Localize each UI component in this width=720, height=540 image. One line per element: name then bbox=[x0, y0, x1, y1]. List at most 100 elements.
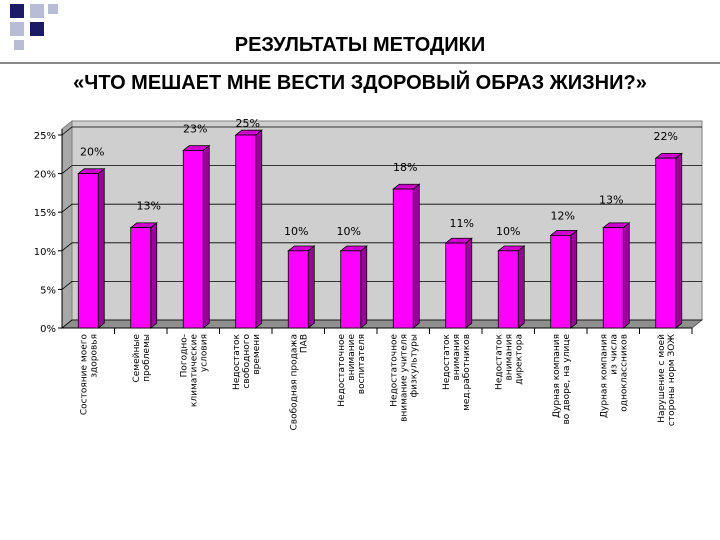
data-label: 11% bbox=[450, 217, 474, 230]
x-tick-label-line: Недостаточное bbox=[337, 334, 347, 407]
bar bbox=[235, 134, 257, 329]
x-tick-label-line: мед.работников bbox=[462, 334, 472, 411]
x-tick-label: Недостаточное внимание учителя физкультуры bbox=[389, 334, 419, 422]
x-tick-label-line: Дурная компания bbox=[599, 334, 609, 418]
x-tick-label-line: одноклассников bbox=[619, 334, 629, 412]
bar bbox=[445, 242, 467, 329]
x-tick-label: Дурная компания во дворе, на улице bbox=[552, 334, 572, 425]
x-tick-label-line: здоровья bbox=[89, 334, 99, 378]
x-tick-label-line: внимание учителя bbox=[399, 334, 409, 422]
x-tick-label-line: директора bbox=[514, 334, 524, 385]
plot-side-wall bbox=[61, 119, 73, 330]
bar bbox=[130, 227, 152, 329]
deco-square bbox=[30, 4, 44, 18]
data-label: 10% bbox=[284, 225, 308, 238]
bar-side bbox=[412, 183, 420, 329]
x-tick-label-line: Недостаточное bbox=[389, 334, 399, 407]
x-tick-label-line: во дворе, на улице bbox=[562, 334, 572, 425]
gridline bbox=[61, 126, 702, 136]
y-tick-label: 0% bbox=[40, 324, 56, 335]
bar-side bbox=[570, 229, 578, 329]
x-tick-label-line: Нарушение с моей bbox=[657, 334, 667, 423]
data-label: 10% bbox=[337, 225, 361, 238]
data-label: 22% bbox=[654, 130, 678, 143]
bar bbox=[340, 250, 362, 329]
deco-square bbox=[48, 4, 58, 14]
bar bbox=[287, 250, 309, 329]
page-subtitle: «ЧТО МЕШАЕТ МНЕ ВЕСТИ ЗДОРОВЫЙ ОБРАЗ ЖИЗ… bbox=[73, 72, 647, 94]
x-tick-label-line: воспитателя bbox=[357, 334, 367, 394]
bar-side bbox=[255, 129, 263, 329]
data-label: 23% bbox=[183, 122, 207, 135]
x-tick-label-line: Погодно- bbox=[179, 334, 189, 377]
page-title: РЕЗУЛЬТАТЫ МЕТОДИКИ bbox=[234, 34, 486, 56]
data-label: 13% bbox=[599, 194, 623, 207]
x-tick-label: Недостаточное внимание воспитателя bbox=[337, 334, 367, 407]
title-divider bbox=[0, 62, 720, 64]
y-tick-label: 15% bbox=[34, 208, 56, 219]
x-tick-label-line: условия bbox=[199, 334, 209, 372]
x-tick-label: Недостаток внимания мед.работников bbox=[442, 333, 472, 410]
x-tick-label-line: времени bbox=[252, 334, 262, 375]
data-label: 10% bbox=[496, 225, 520, 238]
bar-side bbox=[517, 245, 525, 329]
gridline bbox=[61, 165, 702, 174]
x-tick-label-line: проблемы bbox=[142, 334, 152, 382]
data-label: 18% bbox=[393, 161, 417, 174]
gridline bbox=[61, 242, 702, 252]
x-tick-label-line: Недостаток bbox=[494, 333, 504, 389]
data-label: 12% bbox=[551, 209, 575, 222]
x-tick-label-line: стороны норм ЗОЖ bbox=[667, 334, 677, 426]
x-tick-label-line: Недостаток bbox=[232, 333, 242, 389]
deco-square bbox=[30, 22, 44, 36]
x-tick-label-line: климатические bbox=[189, 334, 199, 408]
bar-side bbox=[465, 237, 473, 329]
bar-side bbox=[202, 144, 210, 329]
bar bbox=[655, 157, 677, 329]
x-tick-label-line: Свободная продажа bbox=[289, 334, 299, 431]
x-tick-label-line: Семейные bbox=[132, 334, 142, 383]
x-tick-label-line: из числа bbox=[609, 334, 619, 375]
bar-side bbox=[622, 222, 630, 329]
data-label: 20% bbox=[80, 146, 104, 159]
x-tick-label-line: внимание bbox=[347, 334, 357, 381]
x-tick-label: Нарушение с моей стороны норм ЗОЖ bbox=[657, 334, 677, 426]
x-tick-label-line: физкультуры bbox=[409, 334, 419, 398]
x-tick-label-line: внимания bbox=[452, 334, 462, 381]
bar-side bbox=[307, 245, 315, 329]
x-tick-label-line: внимания bbox=[504, 334, 514, 381]
bar bbox=[392, 188, 414, 329]
y-tick-label: 25% bbox=[34, 131, 56, 142]
x-tick-label-line: Состояние моего bbox=[79, 334, 89, 416]
x-tick-label-line: свободного bbox=[242, 334, 252, 389]
deco-square bbox=[14, 40, 24, 50]
deco-square bbox=[10, 22, 24, 36]
gridline bbox=[61, 319, 702, 329]
bar bbox=[77, 173, 99, 329]
x-tick-label-line: Недостаток bbox=[442, 333, 452, 389]
y-tick-label: 20% bbox=[34, 170, 56, 181]
gridline bbox=[61, 280, 702, 290]
bar bbox=[550, 234, 572, 329]
x-tick-label: Свободная продажа ПАВ bbox=[289, 334, 309, 431]
x-tick-label: Погодно-климатические условия bbox=[179, 334, 209, 408]
deco-square bbox=[10, 4, 24, 18]
data-label: 13% bbox=[137, 200, 161, 213]
bar bbox=[602, 227, 624, 329]
y-tick-label: 10% bbox=[34, 247, 56, 258]
gridline bbox=[61, 203, 702, 213]
bar-side bbox=[97, 167, 105, 329]
bar-side bbox=[150, 222, 158, 329]
bar bbox=[497, 250, 519, 329]
x-tick-label: Дурная компания из числа одноклассников bbox=[599, 334, 629, 418]
y-tick-label: 5% bbox=[40, 285, 56, 296]
x-tick-label: Недостаток внимания директора bbox=[494, 333, 524, 389]
bar-side bbox=[675, 152, 683, 329]
x-tick-label: Состояние моего здоровья bbox=[79, 334, 99, 416]
data-label: 25% bbox=[236, 117, 260, 130]
x-tick-label: Недостаток свободного времени bbox=[232, 333, 262, 389]
bar-side bbox=[360, 245, 368, 329]
x-tick-label-line: ПАВ bbox=[299, 334, 309, 353]
x-tick-label: Семейные проблемы bbox=[132, 334, 152, 383]
